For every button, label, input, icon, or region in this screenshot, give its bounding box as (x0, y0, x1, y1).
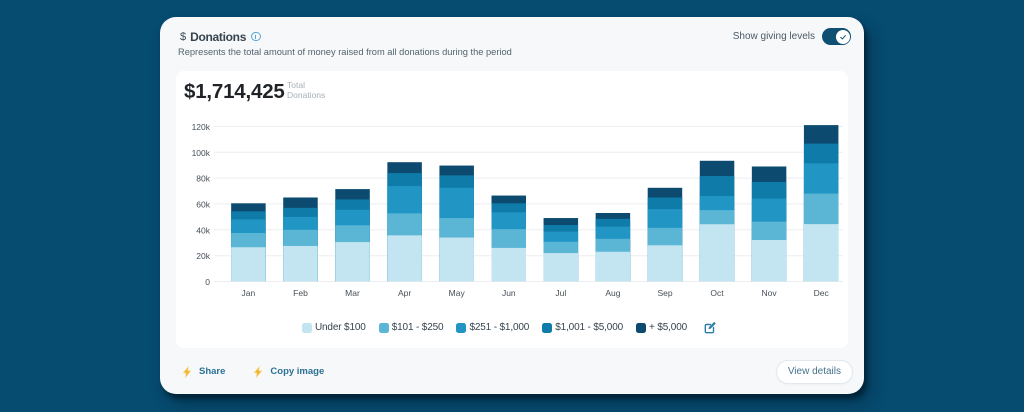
svg-text:80k: 80k (196, 174, 210, 184)
svg-text:Dec: Dec (814, 288, 830, 298)
svg-text:Aug: Aug (605, 288, 620, 298)
svg-text:Jul: Jul (555, 288, 566, 298)
svg-text:May: May (449, 288, 466, 298)
svg-text:0: 0 (205, 277, 210, 287)
svg-text:Mar: Mar (345, 288, 360, 298)
svg-text:120k: 120k (192, 122, 211, 132)
svg-text:60k: 60k (196, 199, 210, 209)
svg-text:100k: 100k (192, 148, 211, 158)
svg-text:40k: 40k (196, 225, 210, 235)
svg-text:Apr: Apr (398, 288, 411, 298)
svg-text:Sep: Sep (657, 288, 672, 298)
svg-text:Jun: Jun (502, 288, 516, 298)
svg-text:Oct: Oct (710, 288, 724, 298)
svg-text:Nov: Nov (762, 288, 778, 298)
svg-text:Feb: Feb (293, 288, 308, 298)
svg-text:Jan: Jan (242, 288, 256, 298)
svg-text:20k: 20k (196, 251, 210, 261)
